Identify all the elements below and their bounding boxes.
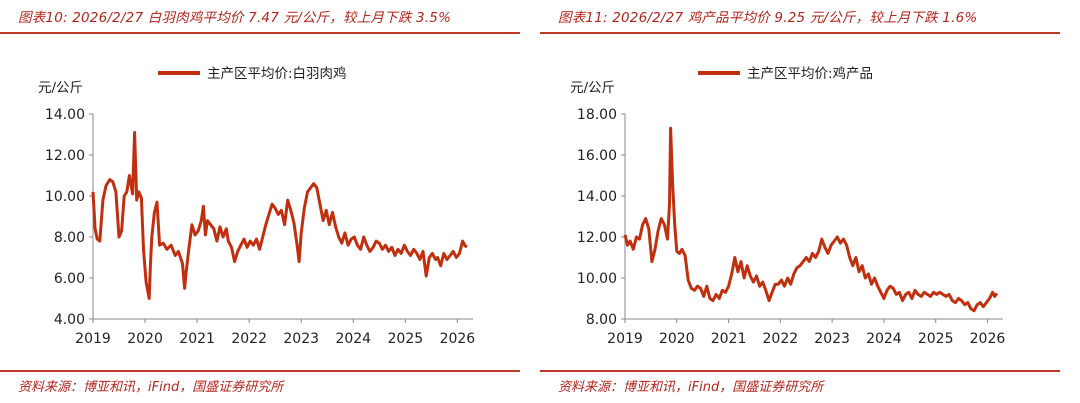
x-tick-label: 2025 — [918, 331, 954, 347]
x-tick-label: 2021 — [179, 331, 215, 347]
chart-title: 图表11: 2026/2/27 鸡产品平均价 9.25 元/公斤，较上月下跌 1… — [558, 10, 978, 26]
y-tick-label: 10.00 — [577, 271, 617, 287]
y-tick-label: 14.00 — [577, 189, 617, 205]
x-tick-label: 2026 — [440, 331, 476, 347]
chart-title: 图表10: 2026/2/27 白羽肉鸡平均价 7.47 元/公斤，较上月下跌 … — [18, 10, 452, 26]
source-note: 资料来源：博亚和讯，iFind，国盛证券研究所 — [18, 380, 284, 395]
source-rule — [540, 370, 1060, 372]
y-axis-unit-label: 元/公斤 — [38, 80, 83, 96]
chart-panel-chicken-products: 图表11: 2026/2/27 鸡产品平均价 9.25 元/公斤，较上月下跌 1… — [540, 0, 1060, 403]
chart-panel-broiler: 图表10: 2026/2/27 白羽肉鸡平均价 7.47 元/公斤，较上月下跌 … — [0, 0, 520, 403]
legend-label: 主产区平均价:白羽肉鸡 — [207, 65, 347, 82]
source-note: 资料来源：博亚和讯，iFind，国盛证券研究所 — [558, 380, 824, 395]
x-tick-label: 2023 — [283, 331, 319, 347]
y-tick-label: 14.00 — [45, 107, 85, 123]
y-tick-label: 16.00 — [577, 148, 617, 164]
x-tick-label: 2021 — [711, 331, 747, 347]
y-tick-label: 12.00 — [45, 148, 85, 164]
x-tick-label: 2024 — [866, 331, 902, 347]
x-tick-label: 2020 — [127, 331, 163, 347]
title-rule — [0, 32, 520, 34]
series-line-broiler — [91, 131, 468, 300]
x-tick-label: 2023 — [814, 331, 850, 347]
legend-label: 主产区平均价:鸡产品 — [747, 65, 873, 82]
series-line-chicken-products — [623, 126, 999, 313]
y-tick-label: 10.00 — [45, 189, 85, 205]
x-tick-label: 2024 — [335, 331, 371, 347]
x-tick-label: 2026 — [970, 331, 1006, 347]
x-tick-label: 2022 — [763, 331, 799, 347]
y-tick-label: 4.00 — [54, 312, 85, 328]
y-axis-unit-label: 元/公斤 — [570, 80, 615, 96]
line-chart-broiler: 主产区平均价:白羽肉鸡 元/公斤 14.00 12.00 10.00 8.00 6.00… — [38, 65, 476, 347]
line-chart-chicken-products: 主产区平均价:鸡产品 元/公斤 18.00 16.00 14.00 12.00 10.0… — [570, 65, 1006, 347]
y-tick-label: 12.00 — [577, 230, 617, 246]
x-tick-label: 2020 — [659, 331, 695, 347]
x-tick-label: 2019 — [607, 331, 643, 347]
x-tick-label: 2025 — [388, 331, 424, 347]
x-tick-label: 2022 — [231, 331, 267, 347]
source-rule — [0, 370, 520, 372]
x-tick-label: 2019 — [75, 331, 111, 347]
y-tick-label: 8.00 — [54, 230, 85, 246]
title-rule — [540, 32, 1060, 34]
y-tick-label: 8.00 — [586, 312, 617, 328]
y-tick-label: 18.00 — [577, 107, 617, 123]
y-tick-label: 6.00 — [54, 271, 85, 287]
